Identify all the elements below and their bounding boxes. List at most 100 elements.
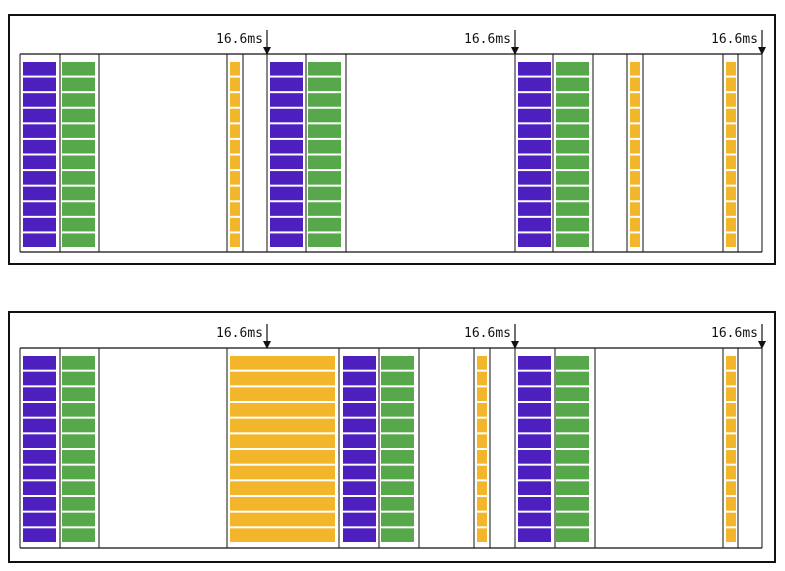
yellow-work-segment xyxy=(230,77,240,92)
purple-work-segment xyxy=(23,171,56,185)
green-work-segment xyxy=(556,356,589,370)
yellow-work-segment xyxy=(230,387,335,401)
green-work-segment xyxy=(308,93,341,107)
yellow-work-segment xyxy=(477,465,487,480)
yellow-work-segment xyxy=(630,155,640,170)
vsync-marker-label: 16.6ms xyxy=(216,32,263,47)
green-work-segment xyxy=(381,371,414,386)
green-work-segment xyxy=(556,171,589,185)
purple-work-segment xyxy=(343,387,376,401)
timeline-svg-1: 16.6ms 16.6ms 16.6ms xyxy=(19,30,766,253)
yellow-work-segment xyxy=(630,233,640,247)
green-work-segment xyxy=(62,450,95,464)
green-work-segment xyxy=(556,139,589,154)
green-work-segment xyxy=(556,512,589,527)
green-work-segment xyxy=(62,528,95,542)
green-work-segment xyxy=(62,217,95,232)
yellow-work-segment xyxy=(477,434,487,448)
green-work-segment xyxy=(62,481,95,495)
green-work-segment xyxy=(381,512,414,527)
green-work-segment xyxy=(62,497,95,511)
purple-work-segment xyxy=(343,512,376,527)
purple-work-segment xyxy=(23,108,56,123)
vsync-marker-label: 16.6ms xyxy=(711,32,758,47)
vsync-marker-arrow xyxy=(511,47,519,55)
timeline-panel-2: 16.6ms 16.6ms 16.6ms xyxy=(8,311,776,563)
green-work-segment xyxy=(556,217,589,232)
purple-work-segment xyxy=(23,434,56,448)
purple-work-segment xyxy=(270,124,303,138)
yellow-work-segment xyxy=(630,217,640,232)
yellow-work-segment xyxy=(726,465,736,480)
yellow-work-segment xyxy=(726,418,736,433)
yellow-work-segment xyxy=(230,139,240,154)
purple-work-segment xyxy=(23,202,56,216)
green-work-segment xyxy=(62,403,95,417)
vsync-marker-arrow xyxy=(511,341,519,349)
purple-work-segment xyxy=(518,155,551,170)
green-work-segment xyxy=(308,108,341,123)
purple-work-segment xyxy=(518,202,551,216)
green-work-segment xyxy=(556,403,589,417)
purple-work-segment xyxy=(343,403,376,417)
vsync-marker-label: 16.6ms xyxy=(464,32,511,47)
yellow-work-segment xyxy=(477,403,487,417)
yellow-work-segment xyxy=(230,217,240,232)
green-work-segment xyxy=(556,77,589,92)
green-work-segment xyxy=(62,77,95,92)
yellow-work-segment xyxy=(477,512,487,527)
purple-work-segment xyxy=(518,139,551,154)
purple-work-segment xyxy=(518,371,551,386)
purple-work-segment xyxy=(518,387,551,401)
vsync-marker-arrow xyxy=(263,47,271,55)
purple-work-segment xyxy=(518,62,551,76)
yellow-work-segment xyxy=(230,233,240,247)
yellow-work-segment xyxy=(477,371,487,386)
yellow-work-segment xyxy=(630,108,640,123)
yellow-work-segment xyxy=(630,77,640,92)
yellow-work-segment xyxy=(726,450,736,464)
green-work-segment xyxy=(308,139,341,154)
purple-work-segment xyxy=(518,171,551,185)
purple-work-segment xyxy=(518,93,551,107)
purple-work-segment xyxy=(518,418,551,433)
purple-work-segment xyxy=(518,465,551,480)
purple-work-segment xyxy=(518,528,551,542)
yellow-work-segment xyxy=(230,403,335,417)
purple-work-segment xyxy=(518,356,551,370)
purple-work-segment xyxy=(270,202,303,216)
purple-work-segment xyxy=(343,528,376,542)
green-work-segment xyxy=(556,387,589,401)
purple-work-segment xyxy=(23,233,56,247)
purple-work-segment xyxy=(343,465,376,480)
vsync-marker-label: 16.6ms xyxy=(464,326,511,341)
purple-work-segment xyxy=(23,139,56,154)
purple-work-segment xyxy=(343,371,376,386)
yellow-work-segment xyxy=(477,387,487,401)
yellow-work-segment xyxy=(230,93,240,107)
yellow-work-segment xyxy=(726,497,736,511)
green-work-segment xyxy=(62,371,95,386)
vsync-marker-arrow xyxy=(758,47,766,55)
yellow-work-segment xyxy=(230,512,335,527)
yellow-work-segment xyxy=(726,186,736,201)
green-work-segment xyxy=(308,171,341,185)
purple-work-segment xyxy=(23,512,56,527)
green-work-segment xyxy=(556,481,589,495)
green-work-segment xyxy=(556,202,589,216)
purple-work-segment xyxy=(343,418,376,433)
purple-work-segment xyxy=(270,186,303,201)
yellow-work-segment xyxy=(230,202,240,216)
green-work-segment xyxy=(308,202,341,216)
yellow-work-segment xyxy=(477,497,487,511)
purple-work-segment xyxy=(270,171,303,185)
green-work-segment xyxy=(62,465,95,480)
yellow-work-segment xyxy=(726,387,736,401)
green-work-segment xyxy=(556,371,589,386)
purple-work-segment xyxy=(23,528,56,542)
yellow-work-segment xyxy=(630,171,640,185)
yellow-work-segment xyxy=(726,155,736,170)
green-work-segment xyxy=(62,124,95,138)
purple-work-segment xyxy=(518,124,551,138)
green-work-segment xyxy=(62,171,95,185)
